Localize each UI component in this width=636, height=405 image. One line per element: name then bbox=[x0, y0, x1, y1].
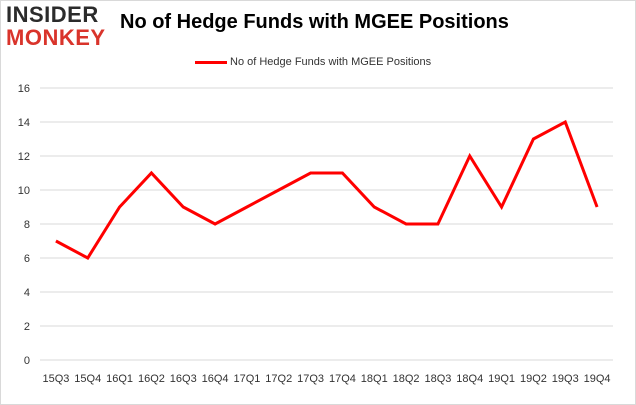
y-tick-label: 12 bbox=[18, 151, 30, 163]
x-tick-label: 18Q3 bbox=[424, 373, 451, 385]
x-tick-label: 17Q2 bbox=[265, 373, 292, 385]
chart-title: No of Hedge Funds with MGEE Positions bbox=[120, 11, 509, 33]
y-tick-label: 10 bbox=[18, 185, 30, 197]
legend-swatch bbox=[195, 60, 227, 64]
x-tick-label: 17Q1 bbox=[233, 373, 260, 385]
y-tick-label: 8 bbox=[24, 219, 30, 231]
chart-legend: No of Hedge Funds with MGEE Positions bbox=[195, 56, 431, 68]
logo-text-top: INSIDER bbox=[6, 2, 99, 27]
x-tick-label: 19Q2 bbox=[520, 373, 547, 385]
legend-label: No of Hedge Funds with MGEE Positions bbox=[230, 56, 432, 68]
x-tick-label: 18Q2 bbox=[393, 373, 420, 385]
x-tick-label: 18Q1 bbox=[361, 373, 388, 385]
x-tick-label: 15Q3 bbox=[42, 373, 69, 385]
logo-text-bottom: MONKEY bbox=[6, 25, 106, 50]
y-tick-label: 14 bbox=[18, 117, 30, 129]
x-tick-label: 19Q3 bbox=[552, 373, 579, 385]
x-tick-label: 17Q3 bbox=[297, 373, 324, 385]
x-tick-label: 19Q1 bbox=[488, 373, 515, 385]
insider-monkey-logo: INSIDER MONKEY bbox=[6, 4, 106, 49]
x-tick-label: 16Q3 bbox=[170, 373, 197, 385]
y-tick-label: 2 bbox=[24, 321, 30, 333]
x-tick-label: 16Q2 bbox=[138, 373, 165, 385]
y-tick-label: 16 bbox=[18, 83, 30, 95]
series-line bbox=[55, 119, 599, 260]
x-tick-label: 16Q1 bbox=[106, 373, 133, 385]
x-tick-label: 17Q4 bbox=[329, 373, 356, 385]
y-tick-label: 6 bbox=[24, 253, 30, 265]
y-tick-label: 4 bbox=[24, 287, 30, 299]
x-tick-label: 19Q4 bbox=[584, 373, 611, 385]
x-tick-label: 18Q4 bbox=[456, 373, 483, 385]
x-tick-label: 15Q4 bbox=[74, 373, 101, 385]
y-tick-label: 0 bbox=[24, 355, 30, 367]
x-tick-label: 16Q4 bbox=[202, 373, 229, 385]
